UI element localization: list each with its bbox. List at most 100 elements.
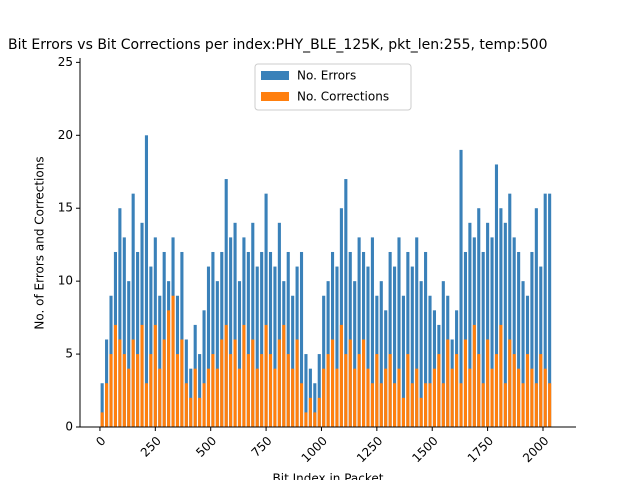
bar [415, 368, 419, 427]
bar [339, 208, 343, 427]
bar [268, 354, 273, 427]
bar [463, 339, 468, 427]
bar [428, 383, 432, 427]
bar [401, 397, 405, 427]
bar [384, 368, 388, 427]
bar [486, 222, 490, 427]
bar [530, 368, 534, 427]
bar [198, 354, 202, 427]
bar [534, 208, 538, 427]
bar [344, 179, 348, 427]
bar [140, 324, 144, 427]
bar [255, 266, 259, 427]
y-tick-label: 0 [65, 420, 73, 434]
bar [455, 354, 459, 427]
bar [339, 324, 343, 427]
bar [366, 266, 370, 427]
bar [184, 383, 188, 427]
x-tick-label: 0 [93, 434, 108, 449]
bar [113, 324, 117, 427]
bar [149, 266, 153, 427]
bar [246, 354, 250, 427]
bar [136, 251, 140, 427]
bar [397, 237, 401, 427]
bar [468, 368, 472, 427]
x-tick-label: 2000 [520, 434, 551, 465]
bar [450, 368, 454, 427]
bar [477, 208, 481, 427]
bar [131, 193, 135, 427]
bar [525, 354, 530, 427]
bar [521, 281, 525, 427]
bar [335, 266, 339, 427]
bar [273, 368, 277, 427]
bar [370, 383, 374, 427]
bar [388, 354, 392, 427]
bar [105, 383, 109, 427]
bar [397, 368, 401, 427]
bar [362, 339, 366, 427]
bar [428, 295, 432, 427]
bar [144, 383, 149, 427]
bar [406, 251, 410, 427]
bar [273, 266, 277, 427]
bar [543, 368, 547, 427]
bar [233, 339, 237, 427]
bar [215, 368, 219, 427]
bar [229, 354, 233, 427]
y-tick-label: 20 [58, 128, 73, 142]
bar [144, 135, 149, 427]
legend: No. Errors No. Corrections [254, 63, 412, 111]
bar [370, 237, 374, 427]
bar [229, 237, 233, 427]
bar [534, 383, 538, 427]
bar [153, 324, 157, 427]
bar [517, 368, 521, 427]
bar [171, 295, 175, 427]
bar [215, 281, 219, 427]
bar [118, 208, 122, 427]
bar [437, 354, 441, 427]
legend-label: No. Corrections [297, 90, 389, 104]
bar [379, 281, 383, 427]
bar [100, 383, 104, 427]
bar [379, 383, 383, 427]
bar [118, 339, 122, 427]
legend-box [254, 63, 412, 111]
bar [481, 251, 485, 427]
bar [548, 193, 552, 427]
bar [375, 354, 379, 427]
y-tick-label: 15 [58, 201, 73, 215]
y-tick-label: 25 [58, 55, 73, 69]
bar [313, 412, 317, 427]
bar [508, 339, 512, 427]
bar [206, 368, 211, 427]
bar [109, 354, 113, 427]
bar [211, 251, 215, 427]
legend-swatch [261, 92, 289, 101]
bar [317, 354, 321, 427]
bar [211, 354, 215, 427]
bar [127, 281, 131, 427]
bar [499, 208, 503, 427]
bar [494, 164, 499, 428]
bar [127, 368, 131, 427]
bar [122, 354, 126, 427]
bar [410, 383, 414, 427]
bar [512, 354, 516, 427]
x-tick-label: 750 [249, 434, 275, 460]
bar [512, 237, 516, 427]
bar [357, 354, 361, 427]
bar [503, 383, 507, 427]
bar [304, 412, 308, 427]
bar [424, 251, 428, 427]
x-tick-label: 1000 [299, 434, 330, 465]
chart-title: Bit Errors vs Bit Corrections per index:… [8, 37, 548, 53]
bar [220, 339, 224, 427]
bar [299, 383, 304, 427]
bar [441, 281, 445, 427]
x-tick-label: 1750 [465, 434, 496, 465]
bar [441, 383, 445, 427]
bar [393, 266, 397, 427]
